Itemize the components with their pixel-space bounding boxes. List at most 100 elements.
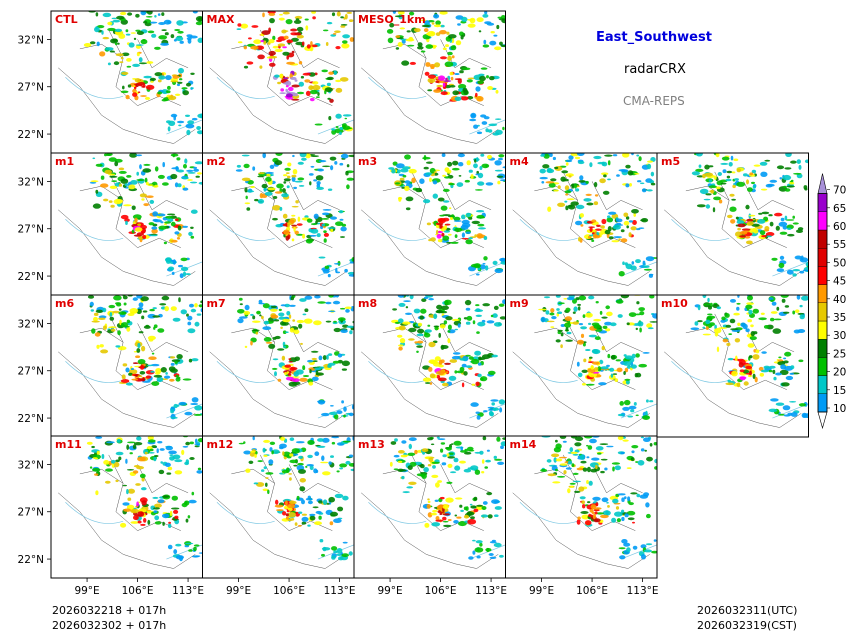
- init-time-cst: 2026032302 + 017h: [52, 619, 167, 632]
- colorbar-segment: [817, 339, 828, 358]
- colorbar-label: 30: [833, 330, 846, 342]
- y-tick-label: 27°N: [18, 82, 44, 94]
- province-boundaries: [209, 454, 347, 569]
- reflectivity-field: [388, 153, 506, 276]
- y-tick-label: 32°N: [18, 34, 44, 46]
- province-boundaries: [58, 454, 196, 569]
- y-tick-label: 32°N: [18, 176, 44, 188]
- panel-m4: m4: [505, 152, 658, 296]
- colorbar-label: 50: [833, 257, 846, 269]
- reflectivity-field: [89, 153, 203, 279]
- x-tick-label: 106°E: [425, 585, 457, 597]
- colorbar-extend-top: [817, 173, 828, 194]
- rivers-coastline: [368, 361, 506, 419]
- panel-meso-1km: MESO_1km: [353, 10, 506, 154]
- panel-m12: m12: [202, 435, 355, 579]
- reflectivity-field: [238, 436, 354, 561]
- y-tick-label: 22°N: [18, 129, 44, 141]
- colorbar-label: 45: [833, 276, 846, 288]
- colorbar-segment: [817, 393, 828, 413]
- x-tick-label: 106°E: [122, 585, 154, 597]
- province-boundaries: [664, 313, 802, 428]
- x-tick-label: 99°E: [529, 585, 554, 597]
- panel-m6: m6: [50, 294, 203, 438]
- rivers-coastline: [519, 219, 657, 277]
- x-tick-label: 99°E: [226, 585, 251, 597]
- panel-m7: m7: [202, 294, 355, 438]
- colorbar-label: 40: [833, 294, 846, 306]
- valid-time-cst: 2026032319(CST): [697, 619, 797, 632]
- panel-m8: m8: [353, 294, 506, 438]
- x-tick-label: 113°E: [475, 585, 507, 597]
- colorbar-segment: [817, 229, 828, 249]
- reflectivity-field: [86, 436, 203, 562]
- panel-label: MAX: [207, 13, 235, 26]
- colorbar-label: 55: [833, 239, 846, 251]
- colorbar-label: 20: [833, 367, 846, 379]
- colorbar-segment: [817, 247, 828, 267]
- panel-m11: m11: [50, 435, 203, 579]
- panel-m2: m2: [202, 152, 355, 296]
- reflectivity-field: [386, 11, 506, 136]
- y-tick-label: 32°N: [18, 318, 44, 330]
- province-boundaries: [512, 454, 650, 569]
- colorbar-segment: [817, 320, 828, 340]
- colorbar: 10 15 20 25 30 35 40 45 50 55 60 65 70: [817, 173, 846, 430]
- panel-m9: m9: [505, 294, 658, 438]
- rivers-coastline: [519, 361, 657, 419]
- province-boundaries: [361, 171, 499, 286]
- reflectivity-field: [235, 153, 354, 278]
- reflectivity-field: [540, 436, 657, 560]
- panel-frame: [505, 435, 658, 579]
- colorbar-segment: [817, 284, 828, 304]
- panel-m1: m1: [50, 152, 203, 296]
- x-tick-label: 106°E: [273, 585, 305, 597]
- colorbar-label: 70: [833, 185, 846, 197]
- province-boundaries: [361, 29, 499, 144]
- x-tick-label: 113°E: [627, 585, 659, 597]
- panel-label: MESO_1km: [358, 13, 426, 26]
- panel-max: MAX: [202, 10, 355, 154]
- rivers-coastline: [368, 77, 506, 135]
- panel-label: m13: [358, 438, 385, 451]
- reflectivity-field: [691, 153, 809, 277]
- x-tick-label: 99°E: [377, 585, 402, 597]
- y-tick-label: 27°N: [18, 507, 44, 519]
- panel-m14: m14: [505, 435, 658, 579]
- panel-m3: m3: [353, 152, 506, 296]
- product-name: radarCRX: [624, 62, 686, 77]
- x-tick-label: 99°E: [74, 585, 99, 597]
- model-name: CMA-REPS: [623, 94, 685, 108]
- province-boundaries: [58, 171, 196, 286]
- province-boundaries: [361, 454, 499, 569]
- panel-label: m3: [358, 155, 377, 168]
- reflectivity-field: [539, 153, 657, 278]
- colorbar-label: 15: [833, 385, 846, 397]
- reflectivity-field: [237, 295, 354, 420]
- panel-label: m12: [207, 438, 234, 451]
- reflectivity-field: [83, 11, 203, 136]
- panel-label: m6: [55, 297, 74, 310]
- init-time-utc: 2026032218 + 017h: [52, 604, 167, 617]
- panel-frame: [656, 294, 809, 438]
- province-boundaries: [664, 171, 802, 286]
- colorbar-extend-bottom: [817, 411, 828, 430]
- panel-label: m9: [510, 297, 529, 310]
- colorbar-label: 60: [833, 221, 846, 233]
- province-boundaries: [512, 313, 650, 428]
- colorbar-segment: [817, 266, 828, 285]
- reflectivity-field: [538, 295, 657, 420]
- panel-label: m7: [207, 297, 226, 310]
- reflectivity-field: [87, 295, 203, 420]
- panel-label: m8: [358, 297, 377, 310]
- province-boundaries: [209, 29, 347, 144]
- reflectivity-field: [690, 295, 809, 418]
- panel-label: CTL: [55, 13, 78, 26]
- region-title: East_Southwest: [596, 30, 712, 45]
- reflectivity-field: [389, 436, 506, 560]
- y-tick-label: 22°N: [18, 413, 44, 425]
- panel-label: m2: [207, 155, 226, 168]
- colorbar-label: 35: [833, 312, 846, 324]
- colorbar-label: 25: [833, 348, 846, 360]
